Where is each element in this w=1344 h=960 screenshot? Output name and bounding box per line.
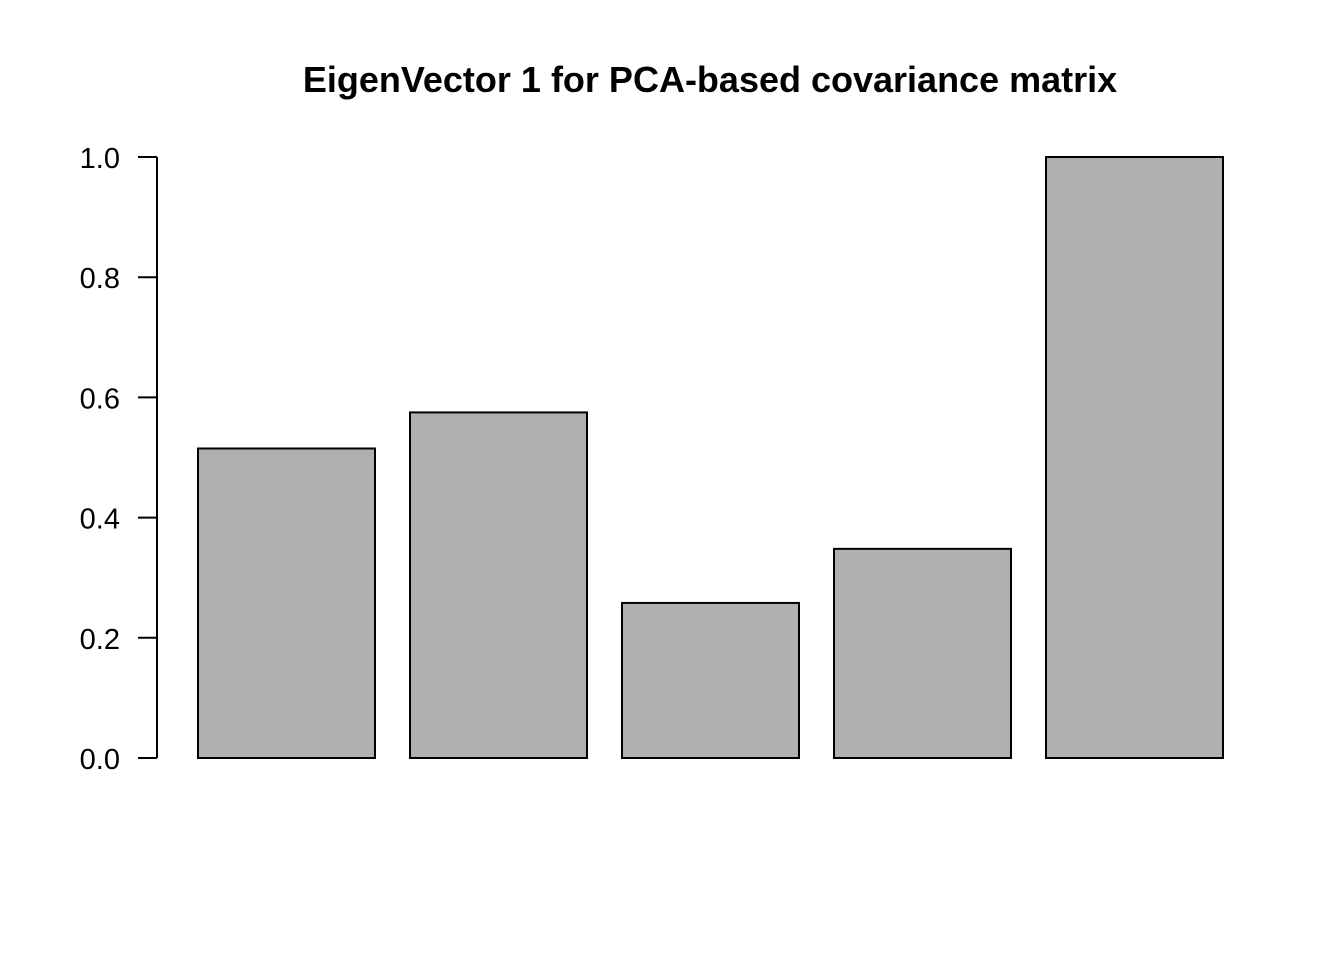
chart-title: EigenVector 1 for PCA-based covariance m…	[303, 59, 1117, 100]
y-axis: 0.0 0.2 0.4 0.6 0.8 1.0	[80, 143, 158, 776]
y-tick-label: 0.0	[80, 744, 120, 776]
y-tick-label: 0.4	[80, 504, 120, 536]
bars	[197, 156, 1224, 760]
y-tick-label: 1.0	[80, 143, 120, 175]
y-tick-label: 0.8	[80, 263, 120, 295]
bar	[833, 547, 1012, 759]
y-tick-label: 0.6	[80, 383, 120, 415]
bar	[197, 447, 376, 759]
bar	[1045, 156, 1224, 759]
bar	[621, 601, 800, 760]
y-tick-label: 0.2	[80, 624, 120, 656]
bar	[409, 411, 588, 759]
